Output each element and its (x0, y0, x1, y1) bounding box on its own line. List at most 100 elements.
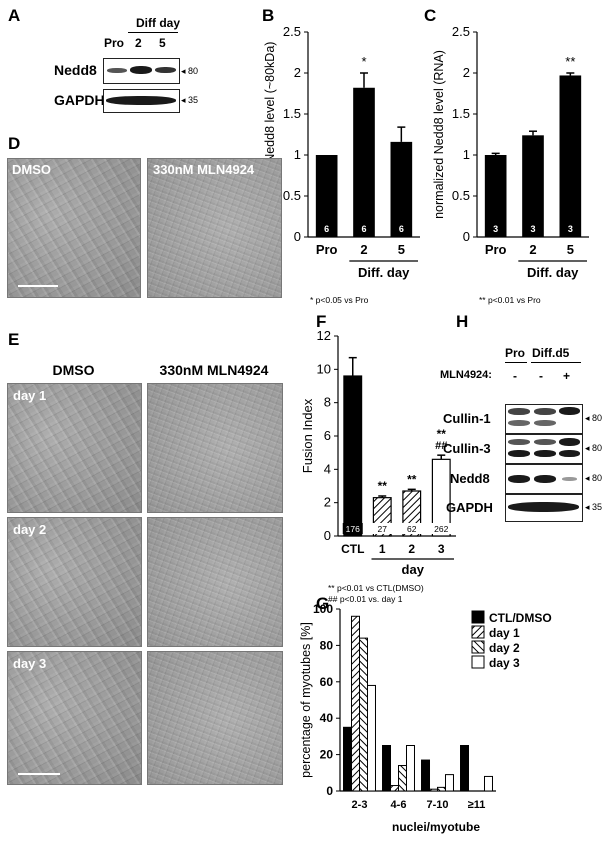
y-tick-label: 0.5 (452, 188, 470, 203)
band (508, 475, 530, 483)
band (155, 67, 176, 73)
footnote: * p<0.05 vs Pro (310, 295, 369, 305)
bar (421, 759, 431, 792)
bar (390, 141, 413, 237)
band (508, 408, 530, 415)
legend-label: CTL/DMSO (489, 611, 552, 625)
panel-e-col-dmso: DMSO (52, 362, 95, 378)
x-tick-label: 5 (398, 242, 405, 257)
blot-h-kda: ◂ 35 (585, 502, 603, 512)
panel-label-g: G (316, 594, 330, 613)
blot-h-kda: ◂ 80 (585, 473, 603, 483)
blot-a-protein-nedd8: Nedd8 (54, 62, 97, 78)
y-tick-label: 1 (463, 147, 470, 162)
micrograph-d-mln4924: 330nM MLN4924 (147, 158, 282, 298)
significance-label: ** (437, 427, 447, 441)
legend-label: day 1 (489, 626, 520, 640)
x-tick-label: CTL (341, 542, 364, 556)
y-tick-label: 2 (294, 65, 301, 80)
y-axis-label: Fusion Index (300, 398, 315, 473)
n-label: 3 (568, 224, 573, 234)
bar (351, 615, 361, 792)
significance-label-2: ## (435, 440, 447, 452)
significance-label: ** (378, 479, 388, 493)
significance-label: * (361, 54, 366, 69)
y-tick-label: 4 (324, 461, 331, 476)
footnote: ## p<0.01 vs. day 1 (328, 594, 403, 604)
panel-label-h: H (456, 312, 469, 331)
blot-a-header-line (128, 32, 178, 33)
x-tick-label: 4-6 (391, 799, 407, 811)
panel-e-col-mln4924: 330nM MLN4924 (159, 362, 269, 378)
band (508, 450, 530, 457)
y-tick-label: 0 (326, 784, 333, 798)
n-label: 6 (399, 224, 404, 234)
blot-h-nedd8 (505, 464, 583, 494)
n-label: 62 (407, 524, 417, 534)
bar (483, 775, 493, 792)
bar (437, 786, 446, 792)
micrograph-d-mln4924-label: 330nM MLN4924 (153, 162, 255, 177)
blot-a-lane-2: 2 (135, 36, 142, 50)
band (559, 438, 580, 446)
y-tick-label: 1 (294, 147, 301, 162)
y-tick-label: 0 (324, 528, 331, 543)
y-tick-label: 40 (320, 711, 334, 725)
blot-a-kda-80: ◂ 80 (181, 66, 199, 76)
micrograph-e-mln-day2 (147, 517, 283, 647)
micrograph-e-dmso-day2: day 2 (7, 517, 142, 647)
band (534, 420, 556, 426)
legend-swatch (471, 640, 485, 654)
significance-label: ** (565, 54, 575, 69)
n-label-bg (342, 523, 363, 534)
blot-a-gapdh (103, 89, 180, 113)
blot-a-protein-gapdh: GAPDH (54, 92, 105, 108)
blot-h-gapdh (505, 494, 583, 522)
y-tick-label: 12 (317, 328, 331, 343)
band (534, 450, 556, 457)
band (534, 408, 556, 415)
bar (429, 788, 439, 792)
blot-h-mln-label: MLN4924: (440, 369, 492, 381)
bar (343, 726, 353, 792)
y-axis-label: percentage of myotubes [%] (300, 622, 313, 778)
legend-swatch (471, 625, 485, 639)
panel-label-a: A (8, 6, 21, 25)
y-tick-label: 80 (320, 638, 334, 652)
n-label: 3 (530, 224, 535, 234)
x-tick-label: Pro (485, 242, 507, 257)
chart-f: 024681012176CTL27**162**2262##**3dayFusi… (300, 328, 456, 604)
blot-h-kda: ◂ 80 (585, 413, 603, 423)
n-label: 262 (434, 524, 448, 534)
bar (353, 87, 375, 237)
n-label: 3 (493, 224, 498, 234)
y-tick-label: 1.5 (283, 106, 301, 121)
y-tick-label: 60 (320, 675, 334, 689)
panel-label-e: E (8, 330, 20, 349)
n-label: 6 (361, 224, 366, 234)
bar (359, 637, 368, 792)
footnote: ** p<0.01 vs Pro (479, 295, 541, 305)
bar (390, 785, 399, 792)
legend-swatch (471, 610, 485, 624)
chart-g: 0 20 40 60 80 100 2-3 4-6 7-10 ≥11 nuclei/myotube p… (300, 602, 552, 834)
blot-h-mln-value: - (513, 369, 517, 383)
x-tick-label: ≥11 (468, 799, 486, 811)
blot-h-line-diff (531, 362, 581, 363)
chart-c: 0 0.5 1 1.5 2 2.5 3 Pro 3 2 3 ** 5 Diff. day normalize… (432, 24, 589, 305)
band (106, 96, 176, 105)
band (534, 475, 556, 483)
band (562, 477, 577, 481)
panel-label-d: D (8, 134, 21, 153)
x-tick-label: 2 (529, 242, 536, 257)
y-tick-label: 2 (463, 65, 470, 80)
band (130, 66, 152, 74)
bar (382, 745, 392, 792)
x-tick-label: 2 (360, 242, 367, 257)
scale-bar (18, 773, 60, 775)
blot-h-mln-value: + (563, 369, 571, 383)
bar (484, 155, 507, 237)
band (508, 502, 579, 512)
scale-bar (18, 285, 58, 287)
